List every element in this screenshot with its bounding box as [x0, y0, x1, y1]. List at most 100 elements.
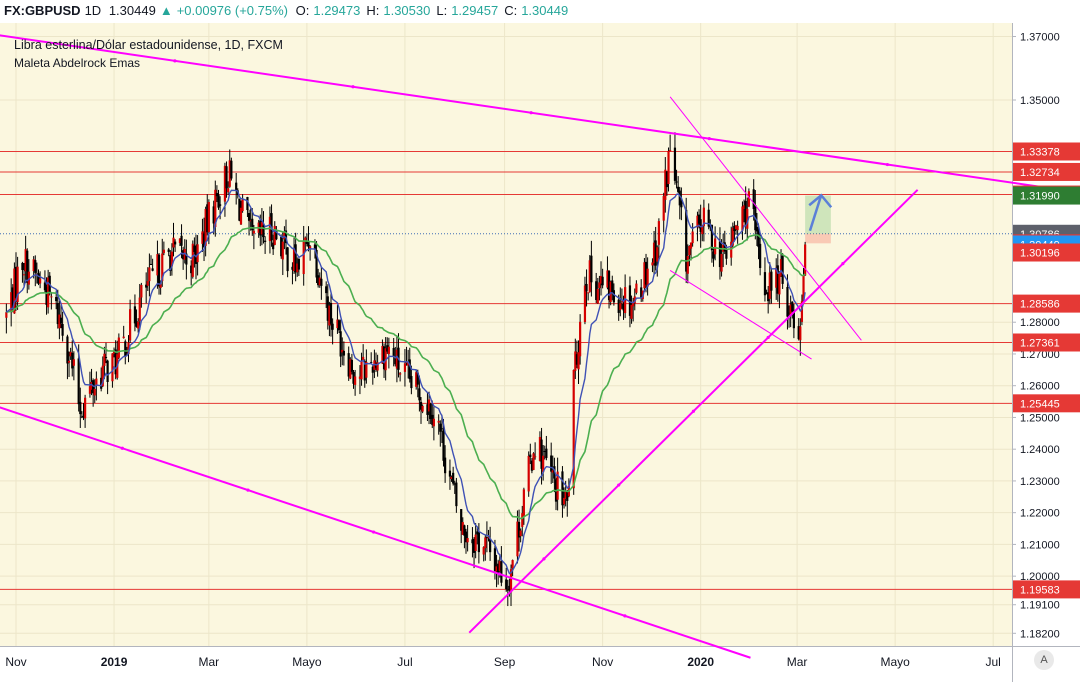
candle: [100, 367, 103, 392]
candle-body: [723, 242, 726, 252]
candle: [225, 161, 228, 198]
candle-body: [358, 376, 362, 379]
candle-body: [320, 278, 323, 286]
candle: [297, 258, 300, 277]
candle-body: [677, 186, 680, 192]
candle-body: [620, 301, 624, 303]
candle: [572, 369, 575, 495]
candle: [241, 194, 244, 213]
candle: [228, 149, 231, 188]
candle-body: [804, 244, 807, 276]
candle-body: [628, 285, 632, 316]
auto-scale-button[interactable]: A: [1034, 650, 1054, 670]
candle-body: [768, 272, 771, 299]
candle-body: [500, 561, 503, 583]
candle-body: [556, 471, 559, 500]
candle: [341, 337, 344, 366]
candle: [84, 394, 87, 428]
candle-body: [686, 255, 689, 274]
candle-body: [80, 416, 83, 418]
candle: [204, 206, 207, 257]
candle-body: [342, 350, 345, 356]
candle-body: [407, 362, 410, 366]
candle-body: [664, 169, 667, 200]
candle-body: [219, 204, 222, 206]
candle: [522, 487, 525, 525]
candle-body: [307, 240, 310, 247]
candle: [350, 353, 354, 375]
candle-body: [325, 286, 328, 294]
candle-body: [370, 361, 373, 363]
candle-body: [190, 265, 193, 274]
candle: [169, 250, 172, 276]
candle-body: [497, 563, 500, 575]
candle-body: [72, 359, 75, 366]
candle: [252, 224, 255, 250]
candle-body: [595, 281, 598, 301]
price-level-badge: [1013, 162, 1080, 181]
candle: [296, 257, 299, 277]
indicator-name[interactable]: Maleta Abdelrock Emas: [14, 56, 141, 70]
candle-body: [133, 306, 137, 324]
price-change: +0.00976 (+0.75%): [176, 3, 288, 18]
candle: [174, 239, 177, 252]
candle: [93, 379, 96, 403]
symbol-name[interactable]: FX:GBPUSD: [4, 3, 81, 18]
candle: [657, 218, 660, 261]
candle-body: [382, 346, 386, 370]
candle-body: [350, 359, 354, 372]
candle: [386, 337, 389, 354]
candle: [336, 304, 339, 334]
candle-body: [770, 271, 773, 291]
price-level-badge: [1013, 333, 1080, 352]
candle: [325, 281, 328, 308]
candle: [778, 271, 781, 309]
candle: [27, 259, 30, 290]
trendline-node: [542, 557, 546, 561]
candle-body: [482, 547, 485, 555]
price-tick-label: 1.25000: [1020, 412, 1060, 424]
price-level-badge: [1013, 243, 1080, 262]
candle: [419, 397, 423, 424]
horizontal-levels: [0, 150, 1012, 590]
candle: [476, 528, 479, 545]
price-level-labels: 1.333781.327341.320221.319901.307861.304…: [1013, 142, 1080, 599]
candle-body: [640, 287, 643, 298]
trendline-wedge-upper: [669, 96, 862, 341]
candle-body: [223, 165, 227, 202]
candle-body: [431, 414, 434, 425]
trendline-node: [707, 137, 711, 141]
candle-body: [781, 255, 784, 284]
candle: [516, 510, 519, 564]
interval-label[interactable]: 1D: [84, 3, 102, 18]
candle-body: [304, 237, 307, 242]
chart-title[interactable]: Libra esterlina/Dólar estadounidense, 1D…: [14, 38, 283, 52]
candle: [239, 200, 243, 226]
candle: [37, 269, 40, 286]
candle-body: [561, 471, 564, 506]
candle-body: [427, 399, 431, 412]
candle: [90, 368, 93, 396]
candle: [601, 268, 604, 289]
candle-body: [161, 253, 164, 282]
candle: [534, 442, 537, 460]
candle: [415, 369, 418, 390]
candle-body: [84, 397, 87, 419]
candle: [67, 351, 71, 377]
trendline-node: [623, 614, 627, 618]
candle-body: [394, 356, 397, 365]
candle-body: [495, 566, 498, 572]
candle: [575, 340, 579, 369]
candle: [337, 319, 341, 333]
candle-body: [577, 352, 580, 370]
candle-body: [689, 242, 693, 249]
candles: [5, 132, 807, 607]
candle-body: [572, 369, 575, 489]
price-level-badge: [1013, 186, 1080, 205]
price-tick-label: 1.22000: [1020, 508, 1060, 520]
candle: [611, 275, 614, 301]
candle-body: [291, 266, 294, 270]
candle-body: [464, 531, 468, 543]
candle: [43, 270, 47, 294]
